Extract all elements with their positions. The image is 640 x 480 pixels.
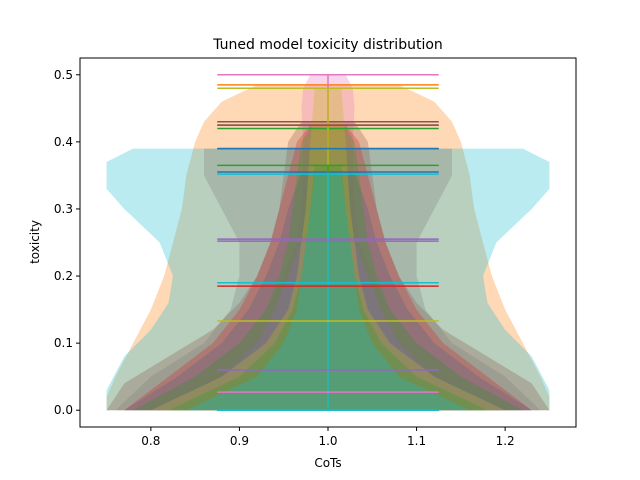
y-tick-label: 0.1 <box>54 336 73 350</box>
x-tick-label: 1.0 <box>318 434 337 448</box>
y-tick-label: 0.4 <box>54 135 73 149</box>
x-axis: 0.8 0.9 1.0 1.1 1.2 <box>141 427 515 448</box>
cap-layer <box>217 74 439 411</box>
x-tick-label: 1.2 <box>496 434 515 448</box>
x-tick-label: 0.9 <box>230 434 249 448</box>
y-axis: 0.0 0.1 0.2 0.3 0.4 0.5 <box>54 68 80 417</box>
y-tick-label: 0.2 <box>54 269 73 283</box>
x-tick-label: 1.1 <box>407 434 426 448</box>
x-tick-label: 0.8 <box>141 434 160 448</box>
y-tick-label: 0.5 <box>54 68 73 82</box>
y-tick-label: 0.0 <box>54 403 73 417</box>
x-axis-label: CoTs <box>314 456 341 470</box>
y-axis-label: toxicity <box>28 220 42 264</box>
chart-title: Tuned model toxicity distribution <box>212 37 443 53</box>
y-tick-label: 0.3 <box>54 202 73 216</box>
